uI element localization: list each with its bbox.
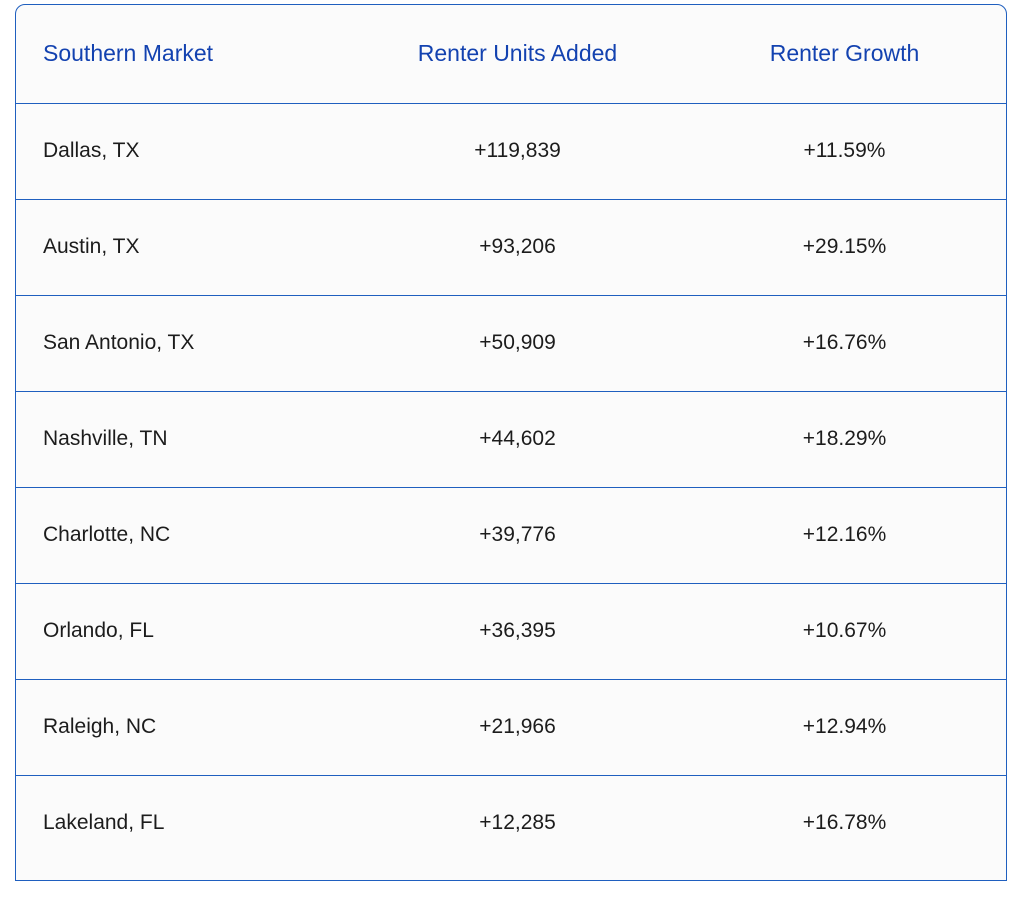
growth-cell: +12.94% bbox=[683, 679, 1006, 776]
market-cell: Charlotte, NC bbox=[16, 487, 352, 584]
table-row: Orlando, FL +36,395 +10.67% bbox=[16, 583, 1006, 680]
growth-cell: +18.29% bbox=[683, 391, 1006, 488]
column-header-southern-market: Southern Market bbox=[16, 5, 352, 104]
table-row: Lakeland, FL +12,285 +16.78% bbox=[16, 775, 1006, 871]
market-cell: San Antonio, TX bbox=[16, 295, 352, 392]
growth-cell: +16.76% bbox=[683, 295, 1006, 392]
table-row: Austin, TX +93,206 +29.15% bbox=[16, 199, 1006, 296]
column-header-renter-units-added: Renter Units Added bbox=[352, 5, 683, 104]
units-added-cell: +36,395 bbox=[352, 583, 683, 680]
renter-growth-table-card: Southern Market Renter Units Added Rente… bbox=[15, 4, 1007, 881]
column-header-renter-growth: Renter Growth bbox=[683, 5, 1006, 104]
table-row: Raleigh, NC +21,966 +12.94% bbox=[16, 679, 1006, 776]
growth-cell: +10.67% bbox=[683, 583, 1006, 680]
units-added-cell: +39,776 bbox=[352, 487, 683, 584]
table-header-row: Southern Market Renter Units Added Rente… bbox=[16, 5, 1006, 104]
growth-cell: +29.15% bbox=[683, 199, 1006, 296]
growth-cell: +11.59% bbox=[683, 103, 1006, 200]
market-cell: Raleigh, NC bbox=[16, 679, 352, 776]
units-added-cell: +50,909 bbox=[352, 295, 683, 392]
table-row: San Antonio, TX +50,909 +16.76% bbox=[16, 295, 1006, 392]
renter-growth-table: Southern Market Renter Units Added Rente… bbox=[16, 5, 1006, 871]
table-row: Dallas, TX +119,839 +11.59% bbox=[16, 103, 1006, 200]
units-added-cell: +21,966 bbox=[352, 679, 683, 776]
market-cell: Nashville, TN bbox=[16, 391, 352, 488]
units-added-cell: +12,285 bbox=[479, 811, 556, 835]
growth-cell: +16.78% bbox=[802, 811, 887, 835]
market-cell: Orlando, FL bbox=[16, 583, 352, 680]
market-cell: Lakeland, FL bbox=[43, 811, 165, 835]
market-cell: Austin, TX bbox=[16, 199, 352, 296]
growth-cell: +12.16% bbox=[683, 487, 1006, 584]
market-cell: Dallas, TX bbox=[16, 103, 352, 200]
table-row: Charlotte, NC +39,776 +12.16% bbox=[16, 487, 1006, 584]
units-added-cell: +44,602 bbox=[352, 391, 683, 488]
units-added-cell: +93,206 bbox=[352, 199, 683, 296]
table-row: Nashville, TN +44,602 +18.29% bbox=[16, 391, 1006, 488]
units-added-cell: +119,839 bbox=[352, 103, 683, 200]
